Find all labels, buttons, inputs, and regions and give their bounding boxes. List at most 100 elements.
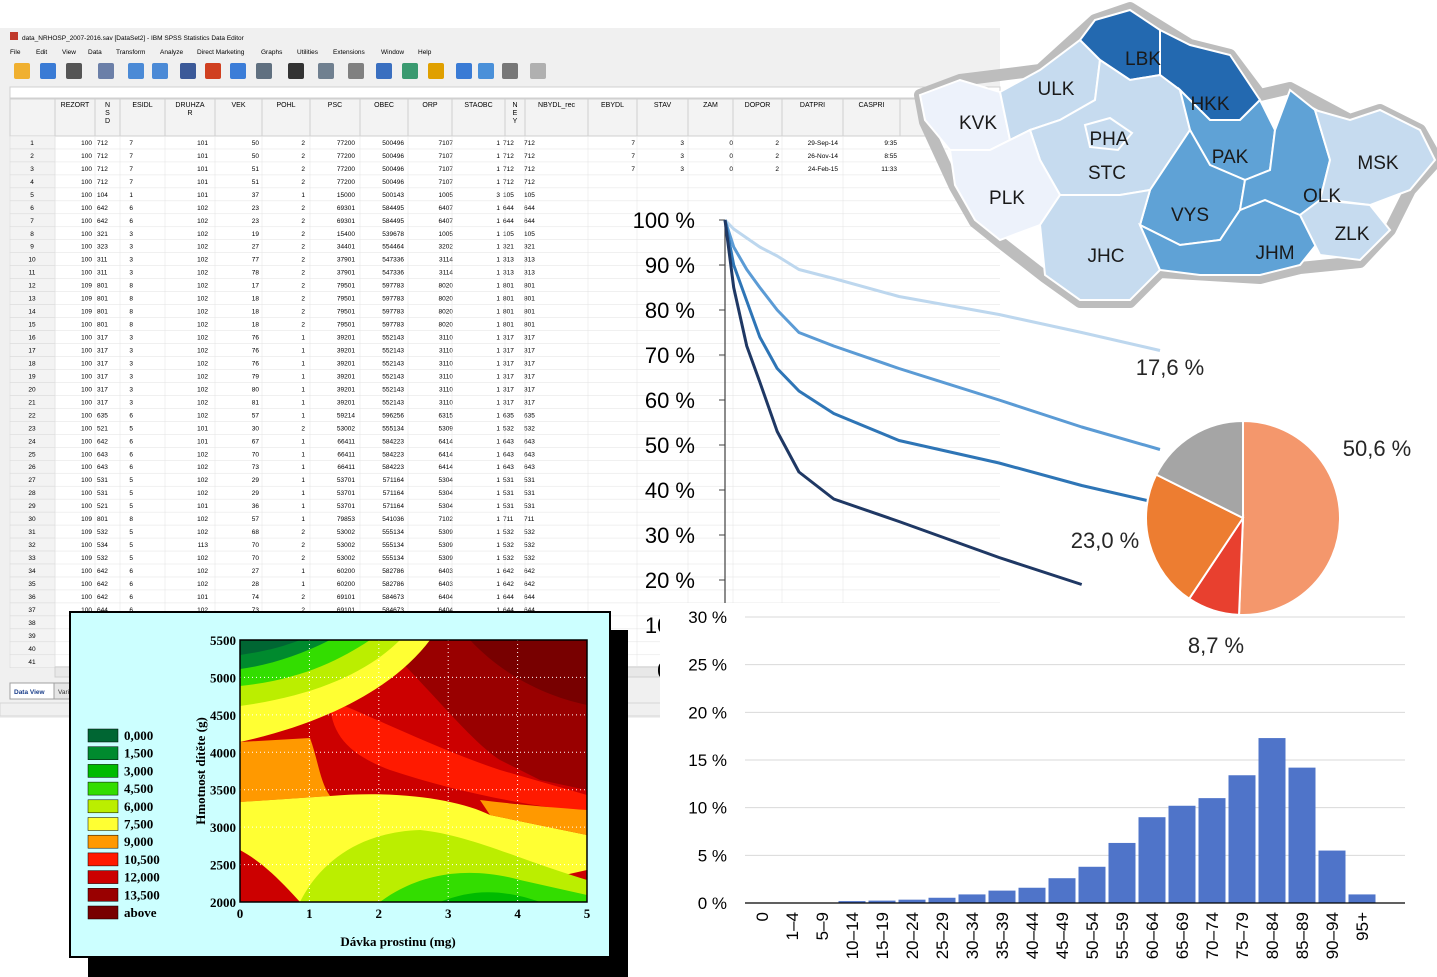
toolbar-button[interactable] xyxy=(14,63,30,79)
menu-item[interactable]: Analyze xyxy=(160,49,184,56)
legend-label: 10,500 xyxy=(124,852,160,867)
column-header[interactable]: ORP xyxy=(422,102,438,109)
toolbar-button[interactable] xyxy=(456,63,472,79)
column-header[interactable]: CASPRI xyxy=(858,102,885,109)
menu-item[interactable]: Direct Marketing xyxy=(197,49,245,56)
contour-band xyxy=(480,800,587,835)
region-label: MSK xyxy=(1357,153,1399,174)
cell: 712 xyxy=(503,140,514,147)
bar xyxy=(928,897,956,903)
toolbar-button[interactable] xyxy=(502,63,518,79)
menu-item[interactable]: Extensions xyxy=(333,49,366,56)
toolbar-button[interactable] xyxy=(376,63,392,79)
row-number: 14 xyxy=(28,309,36,316)
menu-item[interactable]: Graphs xyxy=(261,49,283,56)
map-region xyxy=(1083,116,1134,152)
cell: 27 xyxy=(252,568,260,575)
row-number: 10 xyxy=(28,257,36,264)
column-header[interactable]: DOPOR xyxy=(744,102,771,109)
cell: 584223 xyxy=(382,451,404,458)
cell: 53002 xyxy=(337,529,355,536)
column-header[interactable]: STAOBC xyxy=(464,102,493,109)
toolbar-button[interactable] xyxy=(152,63,168,79)
column-header[interactable]: N E Y xyxy=(512,102,518,125)
column-header[interactable]: PSC xyxy=(327,102,343,109)
column-header[interactable]: ESIDL xyxy=(132,102,153,109)
column-header[interactable]: DRUHZA R xyxy=(175,102,205,117)
cell: 15000 xyxy=(337,192,355,199)
cell: 500496 xyxy=(382,166,404,173)
toolbar-button[interactable] xyxy=(128,63,144,79)
cell: 109 xyxy=(81,516,92,523)
toolbar-button[interactable] xyxy=(66,63,82,79)
cell: 109 xyxy=(81,283,92,290)
menu-item[interactable]: Data xyxy=(88,49,102,56)
toolbar-button[interactable] xyxy=(530,63,546,79)
cell: 555134 xyxy=(382,555,404,562)
row-number: 7 xyxy=(30,218,34,225)
cell: 500496 xyxy=(382,140,404,147)
cell: 584495 xyxy=(382,218,404,225)
column-header[interactable]: ZAM xyxy=(703,102,718,109)
column-header[interactable]: DATPRI xyxy=(799,102,826,109)
toolbar-button[interactable] xyxy=(256,63,272,79)
cell: 1005 xyxy=(439,192,454,199)
cell: 101 xyxy=(197,179,208,186)
toolbar-button[interactable] xyxy=(478,63,494,79)
column-header[interactable]: VEK xyxy=(231,102,246,109)
cell: 597783 xyxy=(382,296,404,303)
header-cell xyxy=(524,98,589,137)
toolbar-button[interactable] xyxy=(318,63,334,79)
toolbar-button[interactable] xyxy=(205,63,221,79)
column-header[interactable]: N S D xyxy=(104,102,111,125)
menu-item[interactable]: Edit xyxy=(36,49,47,56)
cell: 100 xyxy=(81,166,92,173)
header-corner xyxy=(9,98,56,137)
toolbar-button[interactable] xyxy=(230,63,246,79)
y-tick-label: 90 % xyxy=(645,253,695,278)
column-header[interactable]: OBEC xyxy=(374,102,394,109)
cell: 1 xyxy=(496,464,500,471)
cell: 70 xyxy=(252,542,260,549)
cell: 5309 xyxy=(439,425,454,432)
column-header[interactable]: STAV xyxy=(653,102,672,109)
cell: 39201 xyxy=(337,386,355,393)
toolbar-button[interactable] xyxy=(348,63,364,79)
column-header[interactable]: EBYDL xyxy=(601,102,624,109)
cell: 2 xyxy=(301,283,305,290)
toolbar-button[interactable] xyxy=(180,63,196,79)
header-cell xyxy=(732,98,783,137)
toolbar-button[interactable] xyxy=(98,63,114,79)
cell: 8 xyxy=(129,309,133,316)
cell: 1 xyxy=(496,309,500,316)
menu-item[interactable]: Help xyxy=(418,49,432,56)
menu-item[interactable]: Transform xyxy=(116,49,145,56)
row-number: 2 xyxy=(30,153,34,160)
cell: 597783 xyxy=(382,322,404,329)
toolbar-button[interactable] xyxy=(40,63,56,79)
cell: 1 xyxy=(496,296,500,303)
menu-item[interactable]: File xyxy=(10,49,21,56)
cell: 102 xyxy=(197,244,208,251)
toolbar-button[interactable] xyxy=(402,63,418,79)
column-header[interactable]: POHL xyxy=(276,102,296,109)
cell: 534 xyxy=(97,542,108,549)
cell: 6404 xyxy=(439,594,454,601)
cell: 101 xyxy=(197,425,208,432)
toolbar-button[interactable] xyxy=(288,63,304,79)
cell: 78 xyxy=(252,270,260,277)
tab-label[interactable]: Varia xyxy=(58,689,73,696)
legend-label: above xyxy=(124,905,157,920)
cell: 0 xyxy=(729,153,733,160)
toolbar-button[interactable] xyxy=(428,63,444,79)
tab-label[interactable]: Data View xyxy=(14,689,46,696)
menu-item[interactable]: Utilities xyxy=(297,49,319,56)
cell: 3 xyxy=(129,270,133,277)
column-header[interactable]: REZORT xyxy=(60,102,90,109)
menu-item[interactable]: View xyxy=(62,49,76,56)
cell: 597783 xyxy=(382,283,404,290)
menu-item[interactable]: Window xyxy=(381,49,404,56)
cell: 3 xyxy=(680,140,684,147)
column-header[interactable]: NBYDL_rec xyxy=(538,102,575,109)
x-tick-label: 90–94 xyxy=(1323,912,1342,959)
